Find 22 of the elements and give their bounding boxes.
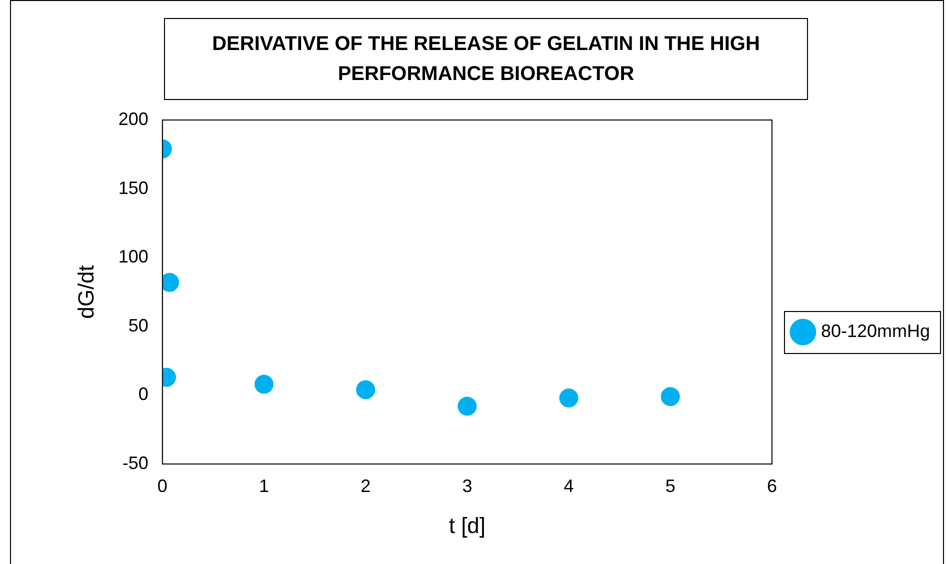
y-tick-label: 100: [118, 246, 148, 267]
x-tick-label: 6: [766, 476, 777, 496]
x-axis-title: t [d]: [448, 512, 486, 538]
x-tick-label: 2: [360, 476, 371, 496]
y-tick-label: 150: [118, 178, 148, 198]
x-tick-label: 5: [665, 476, 676, 496]
point: [660, 387, 680, 406]
point: [356, 380, 376, 400]
y-tick-label: -50: [122, 452, 148, 473]
chart-title: DERIVATIVE OF THE RELEASE OF GELATIN IN THE HIGH PERFORMANCE BIOREACTOR: [164, 18, 808, 100]
x-tick-label: 4: [564, 476, 574, 496]
point: [559, 388, 578, 408]
point: [458, 396, 477, 416]
x-tick-label: 1: [259, 476, 270, 496]
x-tick-label: 3: [462, 476, 472, 496]
y-tick-label: 200: [118, 108, 148, 129]
y-tick-label: 50: [128, 315, 148, 336]
legend-label: 80-120mmHg: [820, 320, 930, 341]
y-tick-label: 0: [138, 384, 148, 404]
y-axis-title: dG/dt: [73, 265, 98, 319]
point: [254, 374, 274, 394]
x-tick-label: 0: [157, 476, 168, 496]
